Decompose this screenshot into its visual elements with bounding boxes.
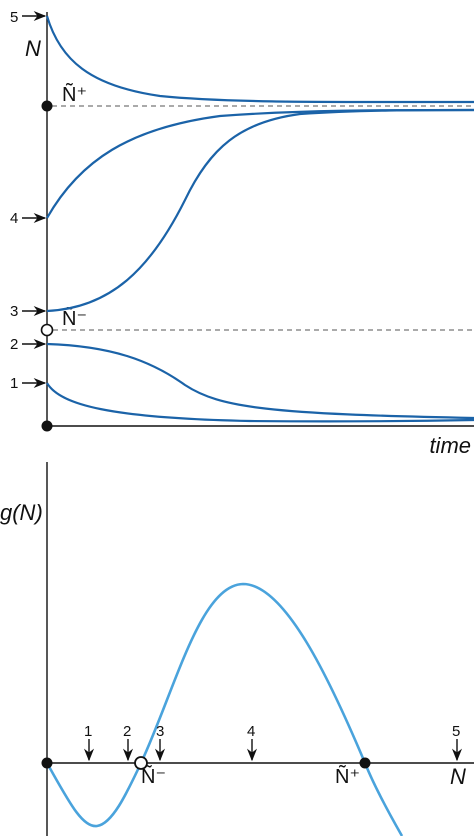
start-label-1: 1 — [10, 375, 18, 392]
arrow-label-5: 5 — [452, 723, 460, 740]
top-x-axis-label: time — [429, 433, 471, 458]
trajectory-from-2 — [46, 342, 474, 420]
bottom-y-axis-label: g(N) — [0, 500, 43, 525]
arrow-label-3: 3 — [156, 723, 164, 740]
bottom-x-axis-label: N — [450, 764, 466, 789]
unstable-equilibrium-label: Ñ⁻ — [62, 306, 87, 330]
trajectory-from-1 — [46, 382, 474, 423]
trajectory-from-3 — [46, 108, 474, 313]
arrow-label-1: 1 — [84, 723, 92, 740]
start-label-3: 3 — [10, 303, 18, 320]
unstable-equilibrium-circle — [134, 756, 148, 770]
zero-equilibrium-dot — [41, 757, 53, 769]
start-label-2: 2 — [10, 336, 18, 353]
arrow-label-4: 4 — [247, 723, 255, 740]
unstable-equilibrium-label: Ñ⁻ — [141, 764, 166, 788]
stable-equilibrium-label: Ñ⁺ — [62, 82, 87, 106]
stable-equilibrium-dot — [41, 100, 53, 112]
start-label-4: 4 — [10, 210, 18, 227]
stable-equilibrium-label: Ñ⁺ — [335, 764, 360, 788]
arrow-label-2: 2 — [123, 723, 131, 740]
trajectory-from-5 — [45, 15, 474, 104]
zero-equilibrium-dot — [41, 420, 53, 432]
stable-equilibrium-dot — [359, 757, 371, 769]
top-y-axis-label: N — [25, 36, 41, 61]
top-panel: N time Ñ⁺ Ñ⁻ 5 4 3 2 1 — [10, 9, 474, 458]
unstable-equilibrium-circle — [40, 323, 54, 337]
start-label-5: 5 — [10, 9, 18, 26]
bottom-panel: g(N) N Ñ⁻ Ñ⁺ 1 2 3 4 5 — [0, 462, 474, 836]
growth-rate-curve — [45, 582, 404, 836]
trajectory-from-4 — [46, 108, 474, 219]
